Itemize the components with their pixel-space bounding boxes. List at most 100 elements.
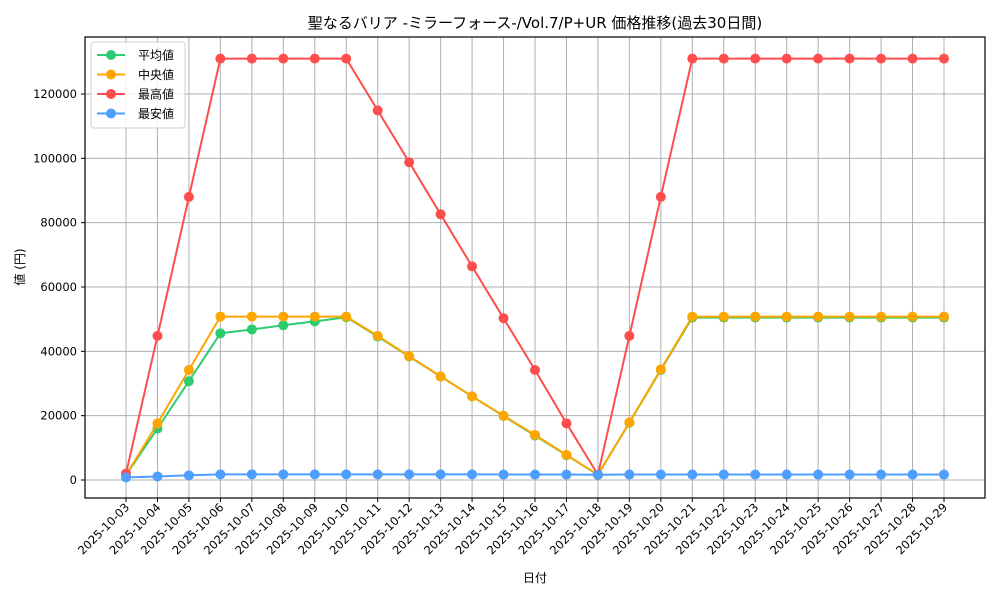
data-point-marker xyxy=(372,469,383,480)
data-point-marker xyxy=(183,376,194,387)
data-point-marker xyxy=(309,469,320,480)
data-point-marker xyxy=(215,469,226,480)
series-1 xyxy=(121,311,949,481)
data-point-marker xyxy=(876,311,887,322)
data-point-marker xyxy=(152,418,163,429)
legend-marker-icon xyxy=(106,89,116,99)
data-point-marker xyxy=(246,324,257,335)
data-point-marker xyxy=(750,53,761,64)
data-point-marker xyxy=(278,320,289,331)
legend-label: 中央値 xyxy=(138,67,174,82)
data-point-marker xyxy=(341,469,352,480)
data-point-marker xyxy=(435,209,446,220)
data-point-marker xyxy=(561,469,572,480)
data-point-marker xyxy=(215,328,226,339)
data-point-marker xyxy=(939,53,949,64)
legend-marker-icon xyxy=(106,108,116,119)
y-tick-label: 20000 xyxy=(40,409,77,423)
data-point-marker xyxy=(876,469,887,480)
legend-label: 最高値 xyxy=(138,87,174,102)
data-point-marker xyxy=(844,53,855,64)
data-point-marker xyxy=(530,429,540,440)
legend-item: 最安値 xyxy=(97,106,174,121)
data-point-marker xyxy=(467,261,478,272)
data-point-marker xyxy=(561,418,572,429)
y-tick-label: 100000 xyxy=(33,151,77,165)
data-point-marker xyxy=(844,311,855,322)
data-point-marker xyxy=(687,469,698,480)
data-point-marker xyxy=(718,53,729,64)
data-point-marker xyxy=(246,469,257,480)
data-point-marker xyxy=(781,469,792,480)
data-point-marker xyxy=(372,105,383,116)
chart-title: 聖なるバリア -ミラーフォース-/Vol.7/P+UR 価格推移(過去30日間) xyxy=(308,14,762,32)
data-point-marker xyxy=(309,53,320,64)
data-point-marker xyxy=(467,391,478,402)
data-point-marker xyxy=(183,364,194,375)
y-tick-label: 40000 xyxy=(40,344,77,358)
data-point-marker xyxy=(404,469,415,480)
data-point-marker xyxy=(561,449,572,460)
data-point-marker xyxy=(687,311,698,322)
x-axis-ticks: 2025-10-032025-10-042025-10-052025-10-06… xyxy=(75,498,950,557)
data-point-marker xyxy=(655,191,666,202)
data-point-marker xyxy=(907,311,918,322)
legend-label: 平均値 xyxy=(138,48,174,63)
data-point-marker xyxy=(750,311,761,322)
grid-lines xyxy=(85,37,985,498)
data-point-marker xyxy=(278,311,289,322)
x-axis-label: 日付 xyxy=(523,571,547,585)
data-point-marker xyxy=(655,469,666,480)
data-point-marker xyxy=(341,53,352,64)
data-point-marker xyxy=(781,53,792,64)
data-point-marker xyxy=(372,330,383,341)
data-point-marker xyxy=(498,410,509,421)
data-point-marker xyxy=(183,470,194,481)
y-tick-label: 80000 xyxy=(40,216,77,230)
legend-item: 中央値 xyxy=(97,67,174,82)
data-point-marker xyxy=(655,364,666,375)
data-point-marker xyxy=(435,371,446,382)
y-tick-label: 60000 xyxy=(40,280,77,294)
data-point-marker xyxy=(813,469,824,480)
data-point-marker xyxy=(278,53,289,64)
data-point-marker xyxy=(435,469,446,480)
data-point-marker xyxy=(246,53,257,64)
data-point-marker xyxy=(624,469,635,480)
data-point-marker xyxy=(404,351,415,362)
series-2 xyxy=(121,53,949,480)
y-tick-label: 120000 xyxy=(33,87,77,101)
data-point-marker xyxy=(844,469,855,480)
data-point-marker xyxy=(341,311,352,322)
data-point-marker xyxy=(687,53,698,64)
data-point-marker xyxy=(467,469,478,480)
data-point-marker xyxy=(152,471,163,482)
y-axis-ticks: 0 20000 40000 60000 80000 100000 120000 xyxy=(33,87,85,487)
legend-marker-icon xyxy=(106,50,116,60)
data-point-marker xyxy=(215,311,226,322)
data-point-marker xyxy=(813,311,824,322)
data-point-marker xyxy=(498,469,509,480)
data-point-marker xyxy=(498,313,509,324)
data-point-marker xyxy=(278,469,289,480)
data-series xyxy=(121,53,949,483)
legend-item: 最高値 xyxy=(97,87,174,102)
data-point-marker xyxy=(907,53,918,64)
data-point-marker xyxy=(624,417,635,428)
y-axis-label: 値 (円) xyxy=(12,248,27,285)
data-point-marker xyxy=(876,53,887,64)
data-point-marker xyxy=(309,311,320,322)
data-point-marker xyxy=(530,469,540,480)
data-point-marker xyxy=(121,472,131,483)
data-point-marker xyxy=(939,311,949,322)
data-point-marker xyxy=(246,311,257,322)
data-point-marker xyxy=(750,469,761,480)
data-point-marker xyxy=(718,469,729,480)
data-point-marker xyxy=(907,469,918,480)
data-point-marker xyxy=(530,364,540,375)
data-point-marker xyxy=(215,53,226,64)
data-point-marker xyxy=(404,157,415,168)
